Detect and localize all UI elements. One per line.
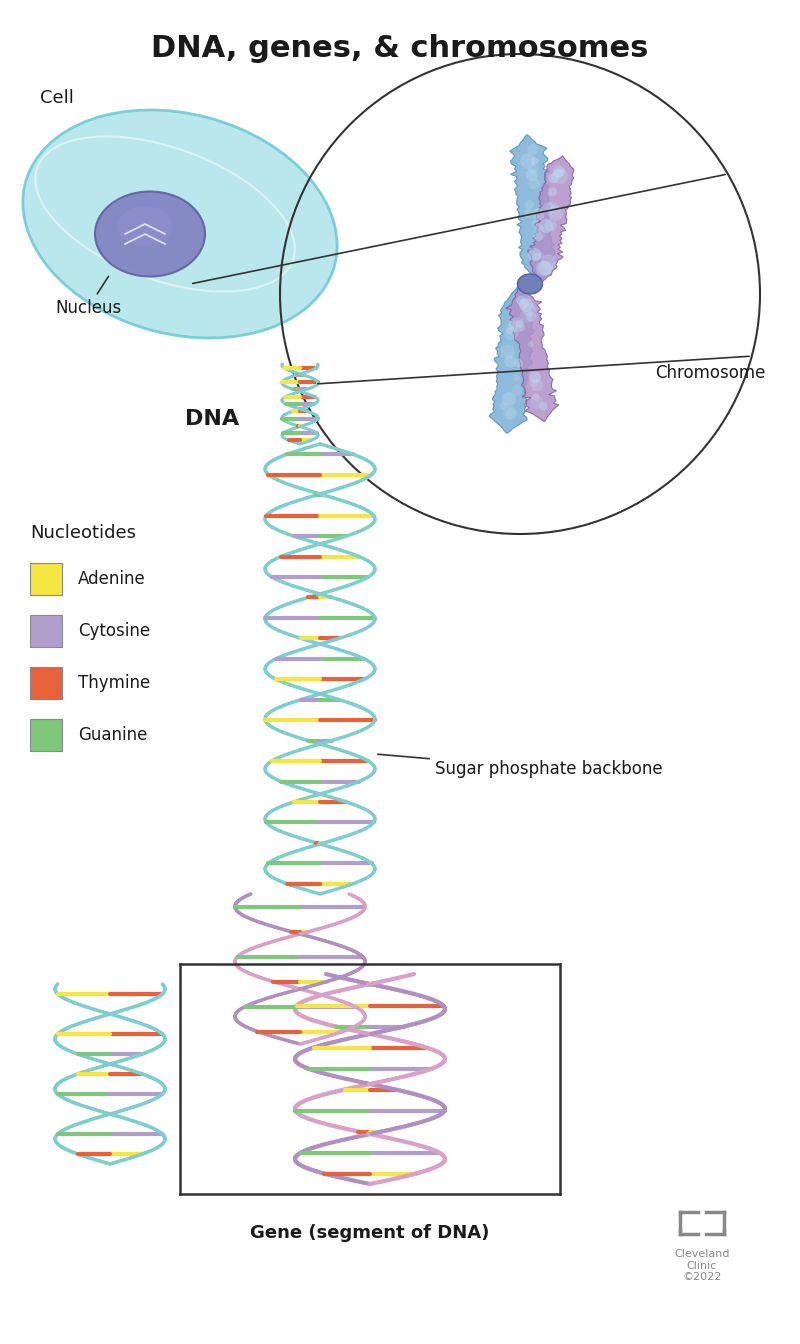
FancyBboxPatch shape [30, 719, 62, 751]
Text: Gene (segment of DNA): Gene (segment of DNA) [250, 1224, 490, 1242]
Polygon shape [506, 284, 558, 422]
Circle shape [548, 172, 559, 183]
Circle shape [538, 253, 544, 258]
Circle shape [525, 200, 534, 210]
Circle shape [506, 407, 517, 419]
Circle shape [522, 302, 536, 316]
Text: Cytosine: Cytosine [78, 622, 150, 640]
Circle shape [518, 324, 526, 332]
Polygon shape [527, 156, 574, 284]
Circle shape [536, 261, 551, 276]
Circle shape [522, 301, 529, 308]
Polygon shape [510, 134, 555, 284]
Circle shape [524, 208, 534, 218]
Circle shape [526, 312, 537, 323]
Circle shape [526, 169, 538, 181]
Text: Thymine: Thymine [78, 673, 150, 692]
Circle shape [530, 395, 543, 409]
Circle shape [553, 165, 565, 177]
Circle shape [558, 169, 565, 176]
Circle shape [499, 402, 507, 410]
Text: DNA: DNA [185, 409, 239, 429]
Circle shape [530, 371, 541, 383]
FancyBboxPatch shape [30, 667, 62, 699]
Circle shape [518, 298, 529, 309]
Circle shape [516, 296, 525, 305]
Text: Cell: Cell [40, 89, 74, 108]
Circle shape [530, 157, 538, 165]
Text: Nucleus: Nucleus [55, 277, 122, 317]
Circle shape [548, 187, 557, 196]
Circle shape [542, 202, 554, 214]
Circle shape [527, 144, 538, 155]
Circle shape [534, 233, 543, 242]
Circle shape [532, 394, 540, 401]
Text: Sugar phosphate backbone: Sugar phosphate backbone [378, 754, 662, 778]
Circle shape [506, 327, 514, 335]
Circle shape [520, 309, 533, 323]
Ellipse shape [95, 191, 205, 277]
Circle shape [529, 378, 538, 387]
Circle shape [548, 206, 563, 220]
Circle shape [532, 208, 545, 220]
Text: Chromosome: Chromosome [655, 364, 766, 382]
Circle shape [541, 254, 556, 270]
Circle shape [533, 253, 541, 261]
Circle shape [531, 379, 543, 391]
Circle shape [519, 298, 533, 312]
Text: Guanine: Guanine [78, 726, 147, 745]
Ellipse shape [23, 110, 337, 339]
FancyBboxPatch shape [30, 563, 62, 595]
Circle shape [552, 168, 568, 184]
FancyBboxPatch shape [30, 616, 62, 646]
Text: Adenine: Adenine [78, 570, 146, 589]
Text: Cleveland
Clinic
©2022: Cleveland Clinic ©2022 [674, 1249, 730, 1282]
Text: Nucleotides: Nucleotides [30, 524, 136, 542]
Circle shape [528, 177, 540, 190]
Circle shape [511, 384, 522, 396]
Circle shape [522, 294, 530, 304]
Circle shape [539, 402, 548, 410]
Circle shape [520, 153, 535, 169]
Circle shape [502, 406, 516, 419]
Circle shape [531, 220, 538, 227]
Circle shape [514, 375, 520, 382]
Circle shape [528, 164, 538, 173]
Circle shape [538, 261, 553, 276]
Circle shape [515, 320, 523, 328]
Circle shape [533, 226, 546, 241]
Ellipse shape [118, 206, 173, 246]
Circle shape [505, 327, 518, 340]
Text: DNA, genes, & chromosomes: DNA, genes, & chromosomes [151, 34, 649, 63]
Circle shape [528, 247, 542, 261]
Circle shape [546, 202, 558, 214]
Circle shape [545, 219, 557, 231]
Circle shape [539, 219, 554, 233]
Polygon shape [490, 284, 536, 433]
Ellipse shape [518, 274, 542, 294]
Circle shape [535, 223, 543, 231]
Circle shape [501, 344, 515, 359]
Circle shape [509, 317, 525, 332]
Circle shape [554, 169, 562, 177]
Circle shape [508, 321, 518, 331]
Circle shape [502, 392, 516, 406]
Circle shape [514, 359, 523, 367]
Circle shape [504, 356, 516, 368]
Circle shape [528, 341, 534, 347]
